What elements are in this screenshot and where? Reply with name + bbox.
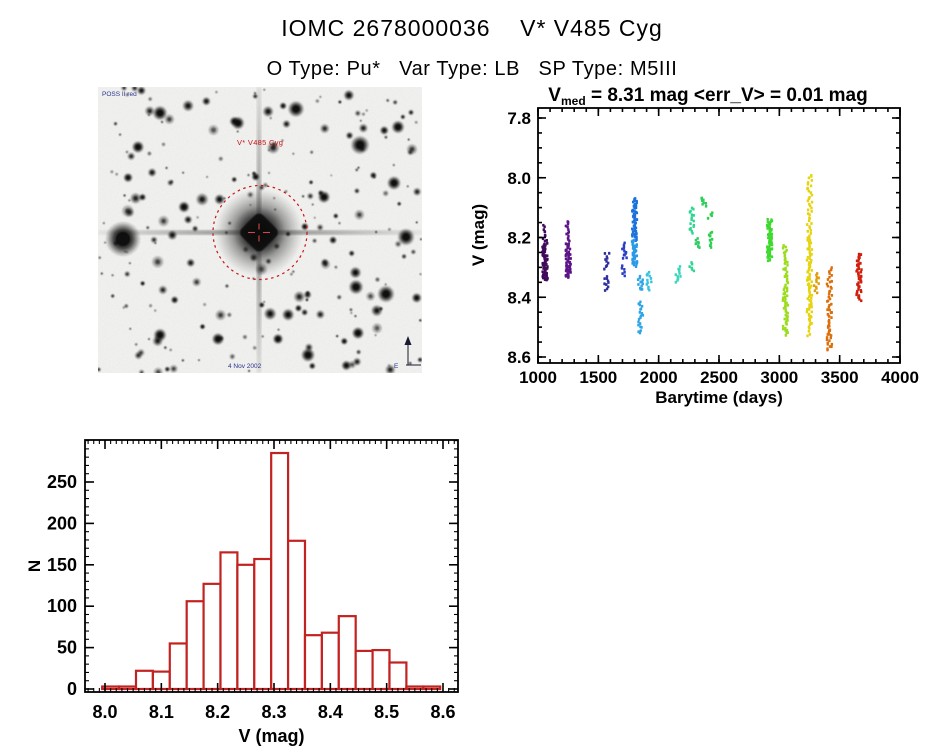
histogram-bars [101,451,442,691]
svg-text:8.2: 8.2 [205,702,230,722]
light-curve-title: Vmed = 8.31 mag <err_V> = 0.01 mag [548,85,867,108]
svg-text:8.1: 8.1 [149,702,174,722]
light-curve-cluster [636,274,645,335]
svg-text:8.0: 8.0 [92,702,117,722]
light-curve-cluster [541,223,549,282]
svg-text:8.3: 8.3 [261,702,286,722]
svg-text:3500: 3500 [821,368,859,387]
light-curve-cluster [805,173,814,338]
histogram-bar [320,631,340,691]
light-curve-cluster [781,244,790,337]
svg-text:2000: 2000 [640,368,678,387]
light-curve-cluster [855,252,863,303]
light-curve-points [541,173,863,352]
target-star [98,87,422,373]
light-curve-cluster [694,237,701,249]
light-curve-cluster [688,206,696,273]
target-marker-circle [212,184,308,281]
light-curve-cluster [706,211,714,249]
light-curve-cluster [620,241,628,278]
light-curve-plot: Vmed = 8.31 mag <err_V> = 0.01 mag 1000 15… [470,85,919,407]
svg-text:2500: 2500 [700,368,738,387]
light-curve-axes: 1000 1500 2000 2500 3000 3500 4000 7.8 8.0 8.2 8.4… [507,107,919,387]
light-curve-xlabel: Barytime (days) [655,388,783,407]
magnitude-histogram-plot: 8.0 8.1 8.2 8.3 8.4 8.5 8.6 0 50 100 150 200 250 V (m… [25,439,459,746]
light-curve-ylabel: V (mag) [470,204,488,266]
histogram-bar [202,582,222,691]
svg-text:250: 250 [47,472,77,492]
svg-text:0: 0 [67,679,77,699]
light-curve-cluster [603,251,611,292]
histogram-bar [236,563,256,691]
histogram-bar [185,600,205,691]
svg-text:1000: 1000 [519,368,557,387]
svg-text:3000: 3000 [760,368,798,387]
svg-text:7.8: 7.8 [507,109,531,128]
svg-text:8.5: 8.5 [374,702,399,722]
histogram-bar [168,642,188,691]
histogram-bar [337,615,357,691]
svg-text:50: 50 [57,638,77,658]
light-curve-cluster [825,266,834,352]
target-label: V* V485 Cyg [237,138,283,147]
svg-text:8.6: 8.6 [430,702,455,722]
histogram-xlabel: V (mag) [238,726,304,746]
histogram-bar [270,451,290,691]
svg-text:8.4: 8.4 [318,702,343,722]
finding-chart-image: V* V485 Cyg POSS II red 4 Nov 2002 E [98,87,422,373]
histogram-axes: 8.0 8.1 8.2 8.3 8.4 8.5 8.6 0 50 100 150 200 250 [47,439,459,722]
svg-text:100: 100 [47,596,77,616]
histogram-bar [219,551,239,691]
compass-east-label: E [394,363,399,370]
histogram-bar [134,669,154,691]
light-curve-cluster [564,220,572,279]
light-curve-cluster [765,218,774,263]
page-subtitle: O Type: Pu* Var Type: LB SP Type: M5III [266,58,678,80]
svg-text:1500: 1500 [579,368,617,387]
histogram-bar [286,539,307,691]
svg-text:8.6: 8.6 [507,348,531,367]
histogram-bar [303,634,323,691]
light-curve-cluster [630,197,639,268]
svg-text:4000: 4000 [881,368,919,387]
svg-text:200: 200 [47,513,77,533]
light-curve-cluster [700,196,708,208]
histogram-bar [354,649,374,691]
light-curve-cluster [812,272,820,295]
chart-footer-label: 4 Nov 2002 [228,363,262,370]
svg-text:150: 150 [47,555,77,575]
svg-text:8.2: 8.2 [507,229,531,248]
histogram-bar [388,661,408,691]
svg-text:8.4: 8.4 [507,288,531,307]
light-curve-cluster [674,265,682,284]
histogram-ylabel: N [25,560,44,572]
page-title: IOMC 2678000036 V* V485 Cyg [281,15,663,41]
svg-text:8.0: 8.0 [507,169,531,188]
survey-label: POSS II red [102,91,137,98]
histogram-bar [253,557,273,691]
light-curve-cluster [645,270,653,292]
compass-north-arrow [404,336,421,366]
